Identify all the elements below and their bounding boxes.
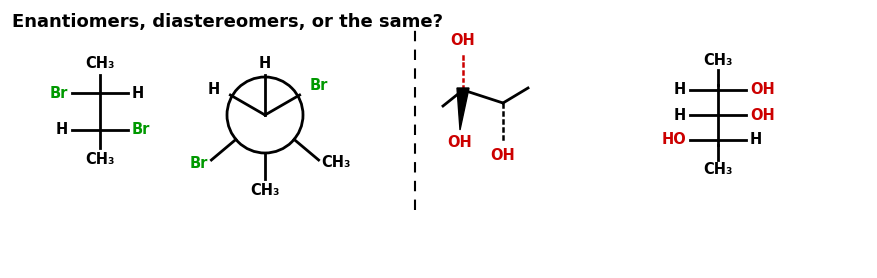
Polygon shape <box>457 88 468 130</box>
Text: CH₃: CH₃ <box>85 56 115 71</box>
Text: HO: HO <box>660 133 685 148</box>
Text: CH₃: CH₃ <box>702 53 731 68</box>
Text: CH₃: CH₃ <box>85 152 115 167</box>
Text: CH₃: CH₃ <box>702 162 731 177</box>
Text: Enantiomers, diastereomers, or the same?: Enantiomers, diastereomers, or the same? <box>12 13 443 31</box>
Text: OH: OH <box>749 108 774 123</box>
Text: H: H <box>673 108 685 123</box>
Text: OH: OH <box>450 33 474 48</box>
Text: H: H <box>673 83 685 98</box>
Text: OH: OH <box>447 135 472 150</box>
Text: CH₃: CH₃ <box>321 155 351 170</box>
Text: H: H <box>55 123 68 138</box>
Text: Br: Br <box>310 78 328 93</box>
Text: Br: Br <box>189 156 207 171</box>
Text: Br: Br <box>50 86 68 101</box>
Text: H: H <box>259 56 271 71</box>
Text: OH: OH <box>490 148 515 163</box>
Text: CH₃: CH₃ <box>250 183 280 198</box>
Text: H: H <box>208 81 220 96</box>
Text: H: H <box>132 86 144 101</box>
Text: H: H <box>749 133 761 148</box>
Text: Br: Br <box>132 123 150 138</box>
Text: OH: OH <box>749 83 774 98</box>
